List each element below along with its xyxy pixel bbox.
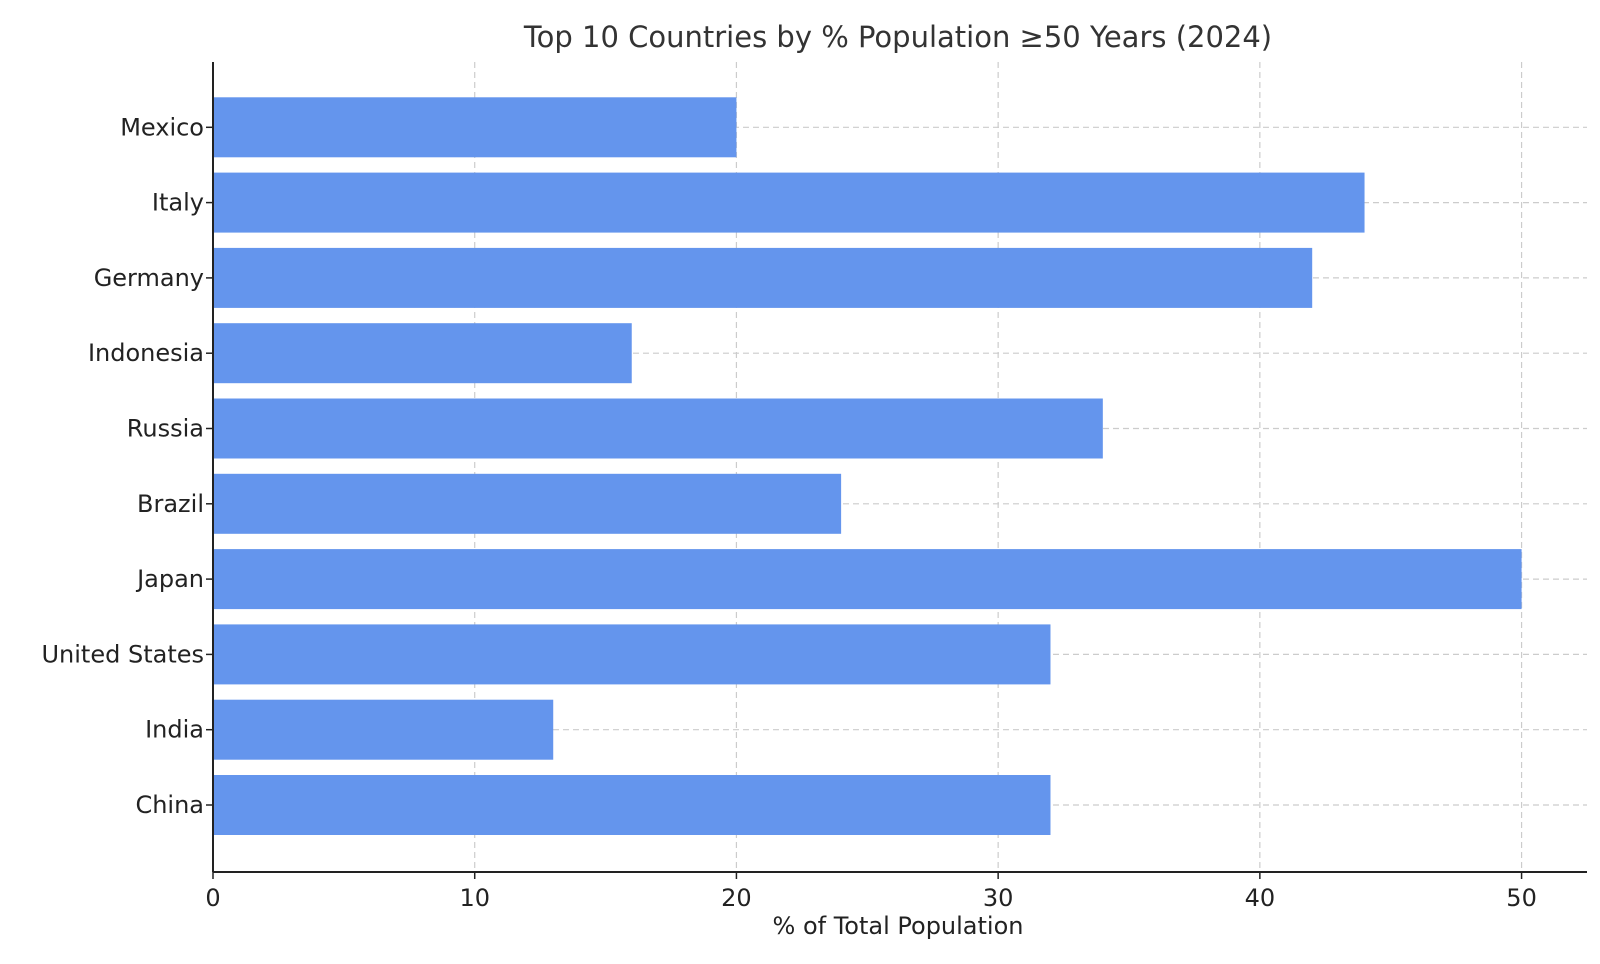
bar-japan — [213, 549, 1522, 610]
bar-china — [213, 775, 1051, 835]
bar-germany — [213, 247, 1313, 308]
x-axis-label: % of Total Population — [773, 912, 1024, 940]
y-tick-label: United States — [41, 640, 204, 668]
x-tick-label: 20 — [721, 884, 752, 912]
bar-italy — [213, 172, 1365, 233]
bar-russia — [213, 398, 1103, 459]
x-tick-label: 0 — [205, 884, 220, 912]
y-tick-label: Indonesia — [88, 339, 204, 367]
y-tick-label: India — [145, 716, 204, 744]
y-tick-label: Russia — [127, 415, 204, 443]
bar-united-states — [213, 624, 1051, 685]
x-tick-label: 10 — [459, 884, 490, 912]
bar-brazil — [213, 473, 842, 534]
y-tick-label: Brazil — [137, 490, 204, 518]
y-tick-labels: China India United States Japan Brazil Russia… — [41, 113, 204, 819]
bar-mexico — [213, 97, 737, 158]
y-tick-label: Japan — [135, 565, 204, 593]
y-tick-label: China — [135, 791, 204, 819]
y-tick-label: Mexico — [120, 113, 204, 141]
bars — [213, 97, 1522, 835]
y-tick-label: Italy — [152, 189, 204, 217]
bar-indonesia — [213, 323, 632, 384]
y-tick-label: Germany — [94, 264, 204, 292]
x-tick-label: 40 — [1245, 884, 1276, 912]
chart-title: Top 10 Countries by % Population ≥50 Yea… — [523, 20, 1272, 54]
x-tick-label: 50 — [1506, 884, 1537, 912]
bar-india — [213, 699, 554, 760]
x-tick-labels: 0 10 20 30 40 50 — [205, 884, 1536, 912]
x-tick-label: 30 — [983, 884, 1014, 912]
axes — [206, 62, 1587, 879]
